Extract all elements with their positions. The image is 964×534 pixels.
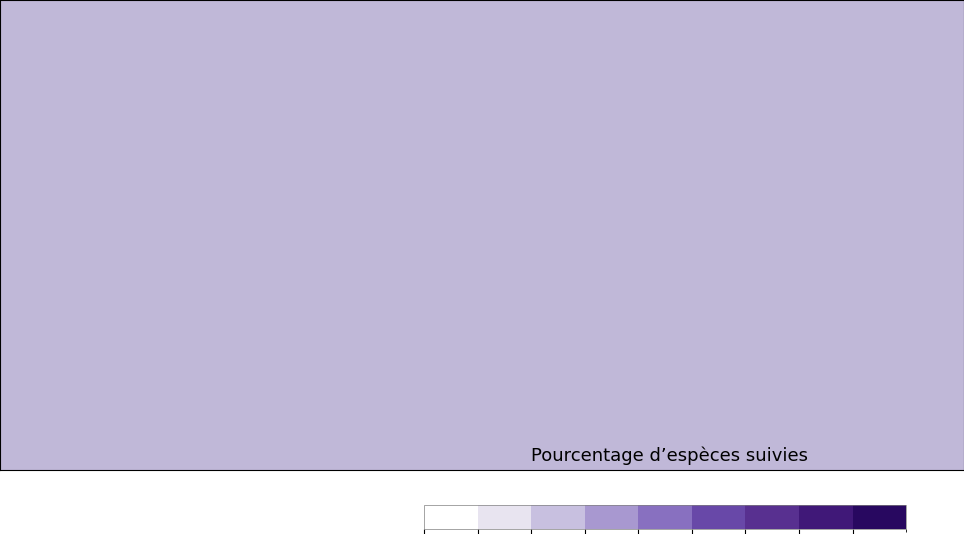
Text: Pourcentage d’espèces suivies: Pourcentage d’espèces suivies	[531, 446, 809, 465]
